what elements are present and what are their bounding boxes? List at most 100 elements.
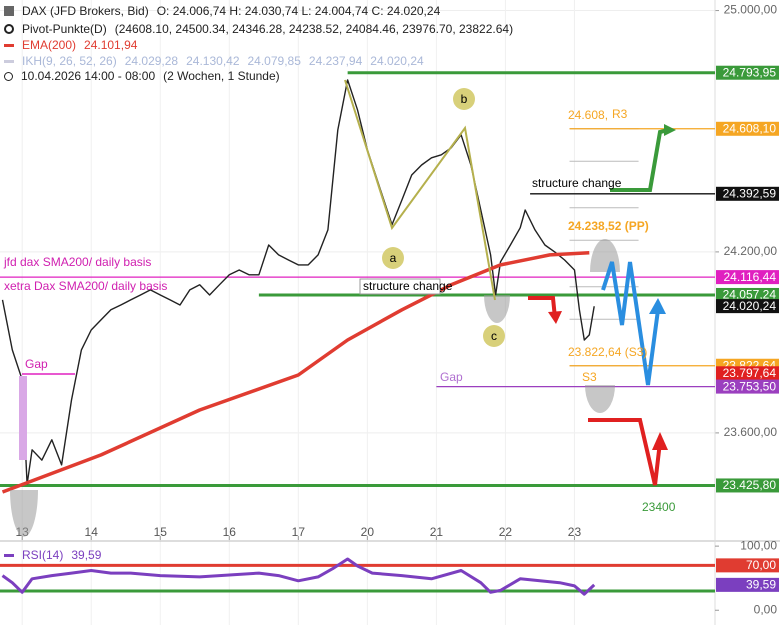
half-ellipse [585,385,615,413]
y-tick-label: 25.000,00 [724,3,778,17]
wave-label: a [390,251,397,265]
annotation: 24.608, [568,108,608,122]
legend-icon [4,24,14,34]
arrow-head [652,432,668,450]
arrow-head [664,124,676,136]
price-tag-label: 70,00 [746,558,776,572]
price-tag [716,558,779,573]
annotation-texts: structure change structure change jfd da… [3,92,676,514]
label-box [359,278,441,295]
annotation: structure change [363,279,453,293]
legend-text: DAX (JFD Brokers, Bid) [22,4,149,18]
price-tag [716,121,779,136]
x-tick-label: 22 [499,525,513,539]
legend-text: 10.04.2026 14:00 - 08:00 [21,69,156,83]
annotation: Gap [25,357,48,371]
legend-text: 24.029,28 [124,54,179,68]
legend-icon [4,43,14,47]
legend-row: DAX (JFD Brokers, Bid) O: 24.006,74 H: 2… [4,4,440,18]
annotation: xetra Dax SMA200/ daily basis [4,279,167,293]
annotation: R3 [612,107,628,121]
price-tag-label: 24.608,10 [723,121,777,135]
legend-text: IKH(9, 26, 52, 26) [22,54,117,68]
price-tag-label: 24.020,24 [723,299,777,313]
wave-label: b [461,92,468,106]
x-tick-label: 23 [568,525,582,539]
legend-icon [4,59,14,63]
legend-icon [4,71,13,81]
price-tag-label: 23.753,50 [723,379,777,393]
wave-line [344,79,496,301]
drawings [10,79,676,537]
legend-text: O: 24.006,74 H: 24.030,74 L: 24.004,74 C… [156,4,441,18]
y-tick-label: 23.600,00 [724,425,778,439]
gap-box [19,376,27,460]
legend-row: Pivot-Punkte(D) (24608.10, 24500.34, 243… [4,22,513,36]
price-tag-label: 23.797,64 [723,366,777,380]
annotation: structure change [532,176,622,190]
x-tick-label: 21 [430,525,444,539]
legend-row: IKH(9, 26, 52, 26) 24.029,28 24.130,42 2… [4,54,424,68]
price-tag [716,577,779,592]
annotation: 23400 [642,500,676,514]
wave-circle [382,247,404,269]
arrow [588,418,662,486]
legend-text: 24.079,85 [247,54,301,68]
y-tick-label: 0,00 [754,602,778,616]
legend-text: Pivot-Punkte(D) [22,22,107,36]
half-ellipse [484,295,510,323]
annotation: Gap [440,370,463,384]
x-tick-label: 15 [154,525,168,539]
legend-text: 24.020,24 [370,54,424,68]
half-ellipse [590,239,620,272]
wave-circle [483,325,505,347]
annotation: S3 [582,370,597,384]
price-tag [716,65,779,80]
x-tick-label: 20 [361,525,375,539]
legend-text: 24.101,94 [84,38,138,52]
price-tag [716,287,779,302]
annotation: 24.238,52 (PP) [568,219,649,233]
arrow [528,296,557,319]
legend-text: (24608.10, 24500.34, 24346.28, 24238.52,… [114,22,514,36]
series-line [1,251,590,494]
series-line [1,79,595,485]
legend-row: 10.04.2026 14:00 - 08:00 (2 Wochen, 1 St… [4,69,280,83]
annotation: 23.822,64 (S3) [568,345,647,359]
price-tag [716,186,779,201]
legend-text: RSI(14) [22,548,64,562]
legend-icon [4,6,14,16]
legend-text: 24.237,94 [308,54,363,68]
legend-text: (2 Wochen, 1 Stunde) [163,69,280,83]
legend-icon [4,553,14,557]
wave-circle [453,88,475,110]
wave-label: c [491,329,497,343]
rsi-line [1,557,596,596]
price-tag-label: 24.793,95 [723,65,777,79]
price-tag [716,379,779,394]
price-tag [716,366,779,381]
price-tag-label: 24.057,24 [723,288,777,302]
arrow-head [649,298,666,314]
arrow-head [548,311,562,324]
price-tag-label: 24.392,59 [723,186,777,200]
projection [601,261,660,386]
y-tick-label: 100,00 [740,538,777,552]
price-tag-label: 23.425,80 [723,478,777,492]
price-tag [716,299,779,314]
legend-row: EMA(200) 24.101,94 [4,38,137,52]
annotation: jfd dax SMA200/ daily basis [3,255,151,269]
x-tick-label: 16 [223,525,237,539]
legend-text: 24.130,42 [186,54,240,68]
legend-text: EMA(200) [22,38,77,52]
y-tick-label: 24.200,00 [724,244,778,258]
price-tag-label: 24.116,44 [724,270,777,284]
price-tag-label: 39,59 [746,578,776,592]
legend-text: 39,59 [71,548,102,562]
price-tag [716,270,779,285]
legend-row: RSI(14) 39,59 [4,548,101,562]
price-tag [716,478,779,493]
half-ellipse [10,490,38,537]
